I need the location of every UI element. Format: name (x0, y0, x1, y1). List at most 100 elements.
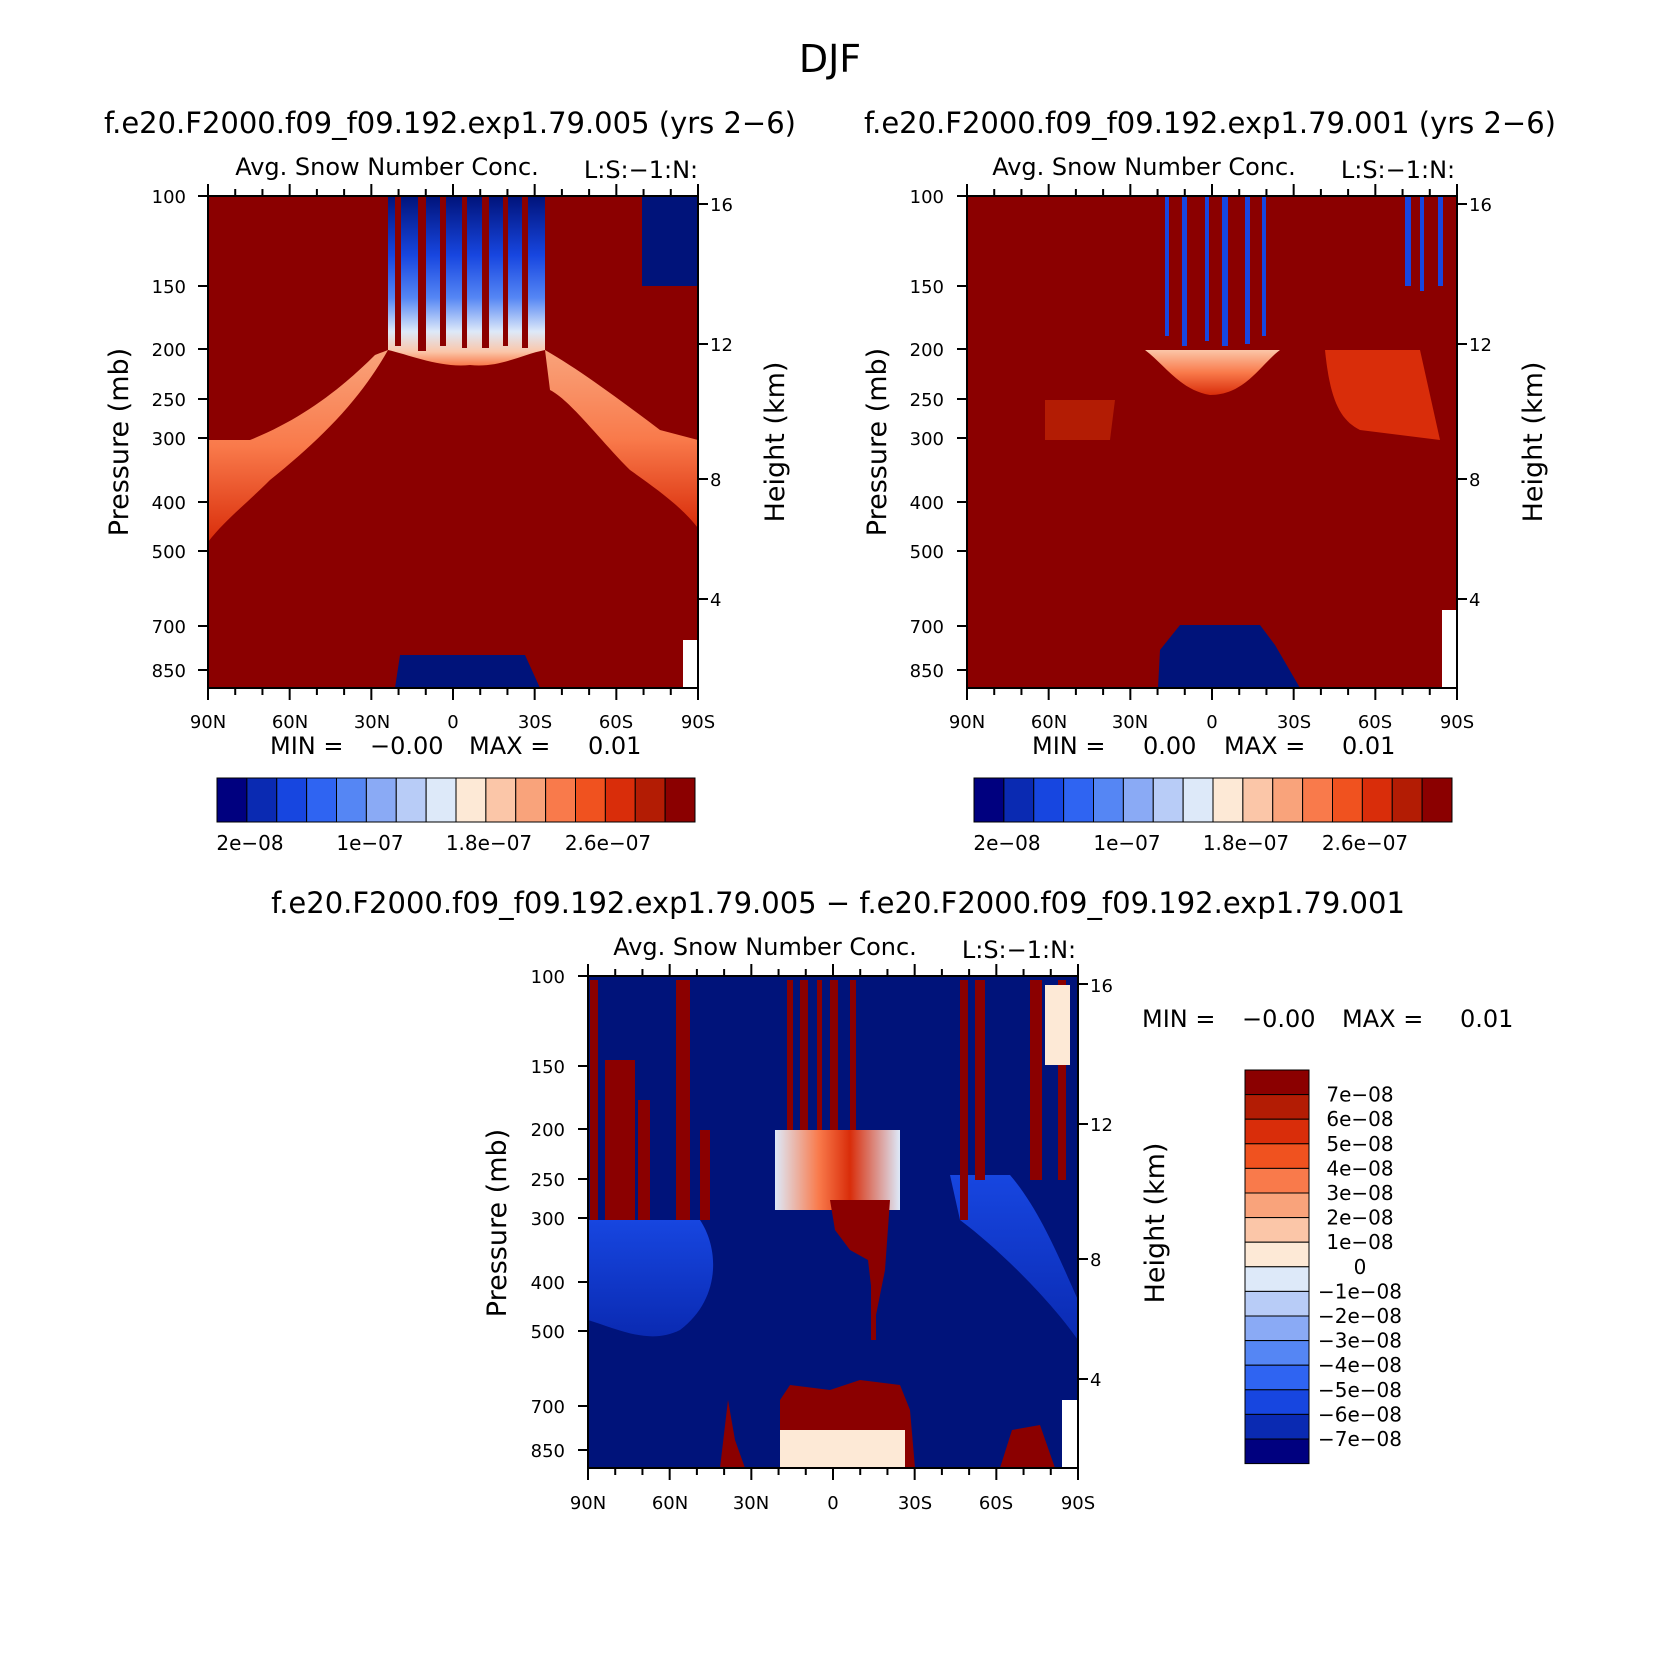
y-tick-label: 400 (152, 493, 186, 514)
colorbar-swatch (1244, 1364, 1310, 1391)
panel-1-streaks (395, 196, 528, 351)
x-tick-label: 30S (898, 1493, 932, 1514)
colorbar-swatch (1244, 1118, 1310, 1145)
max-label: MAX = (469, 732, 550, 760)
colorbar-swatch (276, 777, 308, 823)
y-tick-label: 150 (531, 1057, 565, 1078)
colorbar-label: 7e−08 (1326, 1083, 1393, 1107)
colorbar-swatch (425, 777, 457, 823)
y-tick-label: 850 (910, 661, 944, 682)
colorbar-swatch (575, 777, 606, 823)
colorbar-label: 5e−08 (1326, 1132, 1393, 1156)
x-tick-label: 0 (827, 1493, 838, 1514)
colorbar-label: 3e−08 (1326, 1181, 1393, 1205)
panel-3-left-mid-zone (588, 1220, 714, 1337)
colorbar-label: 2e−08 (1326, 1206, 1393, 1230)
colorbar-swatch (1244, 1266, 1310, 1292)
colorbar-label: 1e−07 (336, 831, 403, 855)
panel-3-y-ticks: 100 150 200 250 300 400 500 700 850 (531, 967, 565, 1462)
max-value: 0.01 (1342, 732, 1395, 760)
axis-ticks (198, 184, 708, 700)
x-tick-label: 60S (979, 1493, 1013, 1514)
y-tick-label: 100 (531, 967, 565, 988)
colorbar-swatch (246, 777, 278, 823)
colorbar-swatch (306, 777, 337, 823)
colorbar-swatch (1244, 1143, 1310, 1169)
y-tick-label: 300 (152, 429, 186, 450)
y2-tick-label: 8 (1469, 470, 1480, 491)
colorbar-label: 2.6e−07 (1322, 831, 1408, 855)
y-tick-label: 200 (910, 340, 944, 361)
axis-ticks (578, 964, 1088, 1480)
y-tick-label: 200 (531, 1120, 565, 1141)
colorbar-swatch (1244, 1217, 1310, 1243)
colorbar-label: −3e−08 (1318, 1329, 1402, 1353)
x-tick-label: 0 (447, 712, 458, 733)
panel-2-plot-area (966, 195, 1458, 689)
colorbar-swatch (973, 777, 1005, 823)
panel-3-low-neutral-region (780, 1430, 905, 1468)
panel-3-x-ticks: 90N 60N 30N 0 30S 60S 90S (570, 1493, 1095, 1514)
colorbar-swatch (1244, 1340, 1310, 1366)
y-tick-label: 250 (531, 1170, 565, 1191)
colorbar-label: 2.6e−07 (565, 831, 651, 855)
colorbar-swatch (1244, 1438, 1310, 1465)
x-tick-label: 90N (190, 712, 226, 733)
panel-2-min-max: MIN = 0.00 MAX = 0.01 (1032, 732, 1395, 760)
panel-1-min-max: MIN = −0.00 MAX = 0.01 (270, 732, 641, 760)
colorbar-swatch (1182, 777, 1214, 823)
colorbar-swatch (1244, 1167, 1310, 1194)
y-tick-label: 850 (531, 1441, 565, 1462)
y-tick-label: 500 (152, 542, 186, 563)
x-tick-label: 90S (1440, 712, 1474, 733)
panel-2-colorbar-labels: 2e−08 1e−07 1.8e−07 2.6e−07 (973, 831, 1408, 855)
panel-2-units: L:S:−1:N: (1341, 156, 1455, 184)
colorbar-label: 2e−08 (216, 831, 283, 855)
colorbar-swatch (485, 777, 517, 823)
min-value: 0.00 (1143, 732, 1196, 760)
panel-2-right-shoulder (1325, 350, 1440, 440)
y-tick-label: 400 (910, 493, 944, 514)
panel-3-title: Avg. Snow Number Conc. (613, 933, 917, 961)
y-tick-label: 200 (152, 340, 186, 361)
max-label: MAX = (1342, 1005, 1423, 1033)
x-tick-label: 90N (570, 1493, 606, 1514)
panel-3-red-streaks (590, 980, 1066, 1220)
panel-3-low-left-strands (720, 1400, 745, 1468)
panel-3-units: L:S:−1:N: (962, 936, 1076, 964)
panel-1-title: Avg. Snow Number Conc. (235, 153, 539, 181)
min-label: MIN = (1142, 1005, 1215, 1033)
colorbar-label: 0 (1354, 1255, 1367, 1279)
max-value: 0.01 (588, 732, 641, 760)
axis-ticks (957, 184, 1467, 700)
colorbar-swatch (1332, 777, 1363, 823)
colorbar-swatch (664, 777, 696, 823)
min-label: MIN = (1032, 732, 1105, 760)
colorbar-swatch (1003, 777, 1035, 823)
x-tick-label: 60N (1031, 712, 1067, 733)
colorbar-swatch (1122, 777, 1154, 823)
x-tick-label: 30S (1277, 712, 1311, 733)
panel-2-title: Avg. Snow Number Conc. (992, 153, 1296, 181)
y-tick-label: 700 (910, 617, 944, 638)
colorbar-label: 2e−08 (973, 831, 1040, 855)
colorbar-swatch (1391, 777, 1423, 823)
panel-3-colorbar-labels: 7e−086e−085e−084e−083e−082e−081e−080−1e−… (1318, 1083, 1402, 1451)
y-tick-label: 150 (152, 277, 186, 298)
panel-2-x-ticks: 90N 60N 30N 0 30S 60S 90S (949, 712, 1474, 733)
panel-3-y2-ticks: 16 12 8 4 (1090, 976, 1113, 1391)
panel-2-cap (1145, 350, 1280, 395)
x-tick-label: 30N (354, 712, 390, 733)
colorbar-swatch (1063, 777, 1094, 823)
panel-1-ylabel: Pressure (mb) (104, 348, 135, 536)
panel-1-left-flank (208, 350, 388, 542)
colorbar-swatch (1244, 1069, 1310, 1096)
panel-1-y2-ticks: 16 12 8 4 (710, 195, 733, 611)
panel-2-colorbar (973, 777, 1453, 823)
colorbar-label: 6e−08 (1326, 1107, 1393, 1131)
panel-1-x-ticks: 90N 60N 30N 0 30S 60S 90S (190, 712, 715, 733)
x-tick-label: 30S (518, 712, 552, 733)
colorbar-swatch (455, 777, 487, 823)
panel-3-min-max: MIN = −0.00 MAX = 0.01 (1142, 1005, 1513, 1033)
